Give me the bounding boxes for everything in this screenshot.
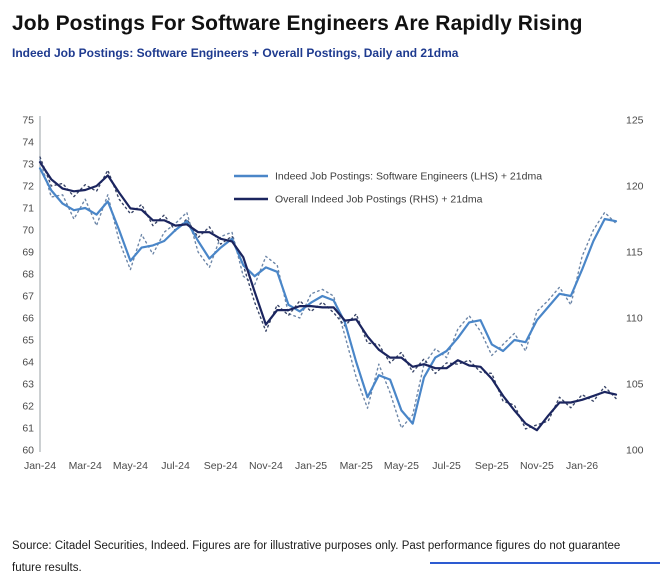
chart-canvas: 60 61 62 63 64 65 66 67 68 69 70 71 72 73 74 75 100 105 11… — [22, 115, 644, 473]
page-title: Job Postings For Software Engineers Are … — [12, 12, 583, 35]
y-left-tick-label: 70 — [22, 225, 34, 237]
legend-item: Indeed Job Postings: Software Engineers … — [234, 171, 542, 183]
chart: 60 61 62 63 64 65 66 67 68 69 70 71 72 73 74 75 100 105 11… — [12, 112, 648, 489]
legend-label: Overall Indeed Job Postings (RHS) + 21dm… — [275, 194, 483, 206]
legend-label: Indeed Job Postings: Software Engineers … — [275, 171, 542, 183]
footer-accent-rule — [430, 562, 660, 564]
y-left-tick-label: 65 — [22, 335, 34, 347]
x-tick-label: Mar-24 — [69, 460, 102, 472]
source-text-line2: future results. — [12, 562, 82, 575]
y-left-tick-label: 62 — [22, 401, 34, 413]
series-overall-21dma — [38, 161, 618, 432]
y-right-tick-label: 100 — [626, 445, 644, 457]
y-right-tick-label: 125 — [626, 115, 644, 127]
y-left-tick-label: 60 — [22, 445, 34, 457]
y-left-tick-label: 72 — [22, 181, 34, 193]
x-tick-label: Jan-24 — [24, 460, 56, 472]
y-left-tick-label: 74 — [22, 137, 34, 149]
y-left-tick-label: 68 — [22, 269, 34, 281]
x-tick-label: Nov-24 — [249, 460, 283, 472]
x-tick-label: Sep-25 — [475, 460, 509, 472]
x-tick-label: Jul-24 — [161, 460, 190, 472]
chart-subtitle: Indeed Job Postings: Software Engineers … — [12, 46, 459, 61]
y-left-tick-label: 64 — [22, 357, 34, 369]
x-tick-label: Jan-25 — [295, 460, 327, 472]
y-left-tick-label: 67 — [22, 291, 34, 303]
y-left-tick-label: 66 — [22, 313, 34, 325]
x-tick-label: Nov-25 — [520, 460, 554, 472]
y-left-tick-label: 73 — [22, 159, 34, 171]
y-left-tick-label: 61 — [22, 423, 34, 435]
y-left-tick-label: 63 — [22, 379, 34, 391]
source-footer: Source: Citadel Securities, Indeed. Figu… — [12, 536, 660, 580]
source-text-line1: Source: Citadel Securities, Indeed. Figu… — [12, 540, 621, 553]
y-right-tick-label: 105 — [626, 379, 644, 391]
x-tick-label: May-24 — [113, 460, 148, 472]
x-tick-label: Jul-25 — [432, 460, 461, 472]
y-left-tick-label: 69 — [22, 247, 34, 259]
x-tick-label: Mar-25 — [340, 460, 373, 472]
x-tick-label: Jan-26 — [566, 460, 598, 472]
y-right-tick-label: 120 — [626, 181, 644, 193]
legend-item: Overall Indeed Job Postings (RHS) + 21dm… — [234, 194, 483, 206]
series-se-21dma — [38, 167, 618, 425]
y-right-tick-label: 110 — [626, 313, 643, 325]
y-left-tick-label: 71 — [22, 203, 34, 215]
x-tick-label: Sep-24 — [204, 460, 238, 472]
x-tick-label: May-25 — [384, 460, 419, 472]
y-left-tick-label: 75 — [22, 115, 34, 127]
y-right-tick-label: 115 — [626, 247, 643, 259]
